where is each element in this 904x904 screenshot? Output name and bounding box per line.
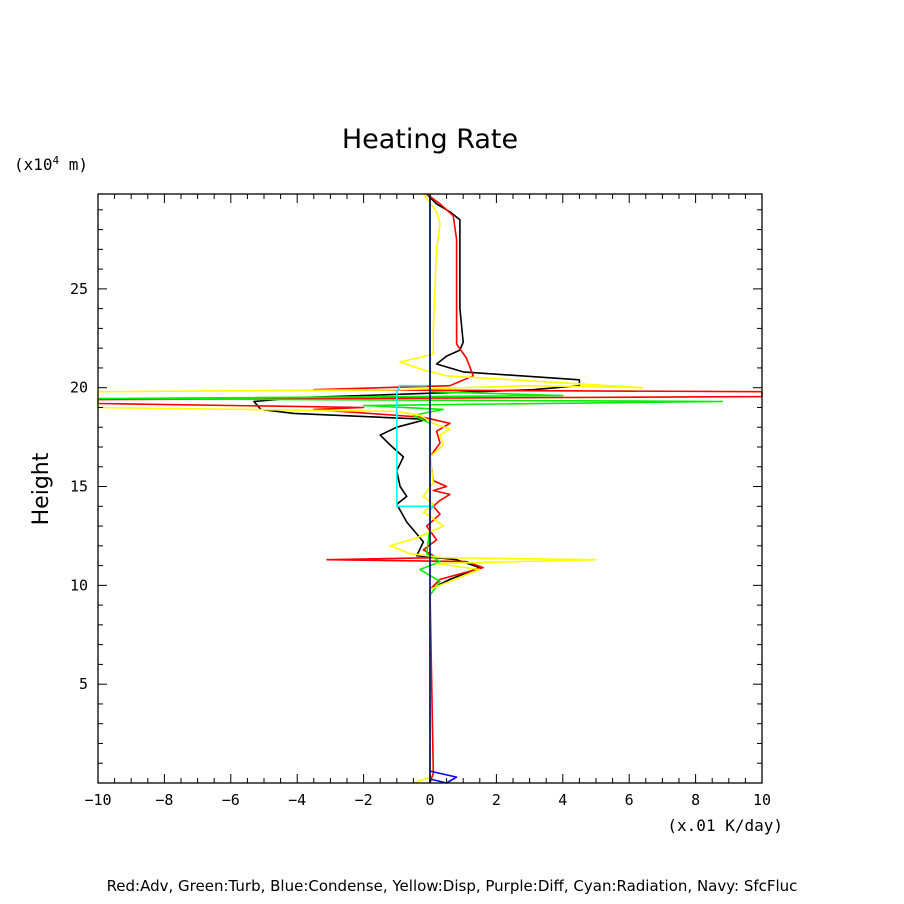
chart-title: Heating Rate	[342, 124, 518, 155]
y-unit-label: (x104 m)	[14, 154, 88, 174]
series-line-0	[253, 193, 581, 783]
y-tick-label: 5	[79, 675, 88, 693]
series-line-4	[395, 384, 435, 511]
x-tick-label: 2	[492, 791, 501, 809]
y-tick-label: 20	[70, 379, 88, 397]
x-tick-label: 8	[691, 791, 700, 809]
legend-text: Red:Adv, Green:Turb, Blue:Condense, Yell…	[107, 877, 798, 895]
series-layer	[97, 193, 763, 784]
y-tick-label: 10	[70, 576, 88, 594]
x-tick-label: 4	[558, 791, 567, 809]
tick-layer: −10 −8 −6 −4 −2 0 2 4 6 8 10 5 10 15 20 25	[70, 194, 771, 809]
x-tick-label: −6	[222, 791, 240, 809]
x-tick-label: −10	[84, 791, 111, 809]
y-tick-label: 25	[70, 280, 88, 298]
x-axis-label: (x.01 K/day)	[667, 816, 783, 835]
x-tick-label: 0	[425, 791, 434, 809]
x-tick-label: 6	[625, 791, 634, 809]
x-tick-label: 10	[753, 791, 771, 809]
series-line-3	[97, 193, 644, 784]
x-tick-label: −2	[355, 791, 373, 809]
x-tick-label: −8	[155, 791, 173, 809]
series-line-2	[97, 194, 724, 783]
y-axis-label: Height	[29, 452, 54, 525]
series-line-6	[429, 770, 458, 784]
x-tick-label: −4	[288, 791, 306, 809]
y-tick-label: 15	[70, 478, 88, 496]
